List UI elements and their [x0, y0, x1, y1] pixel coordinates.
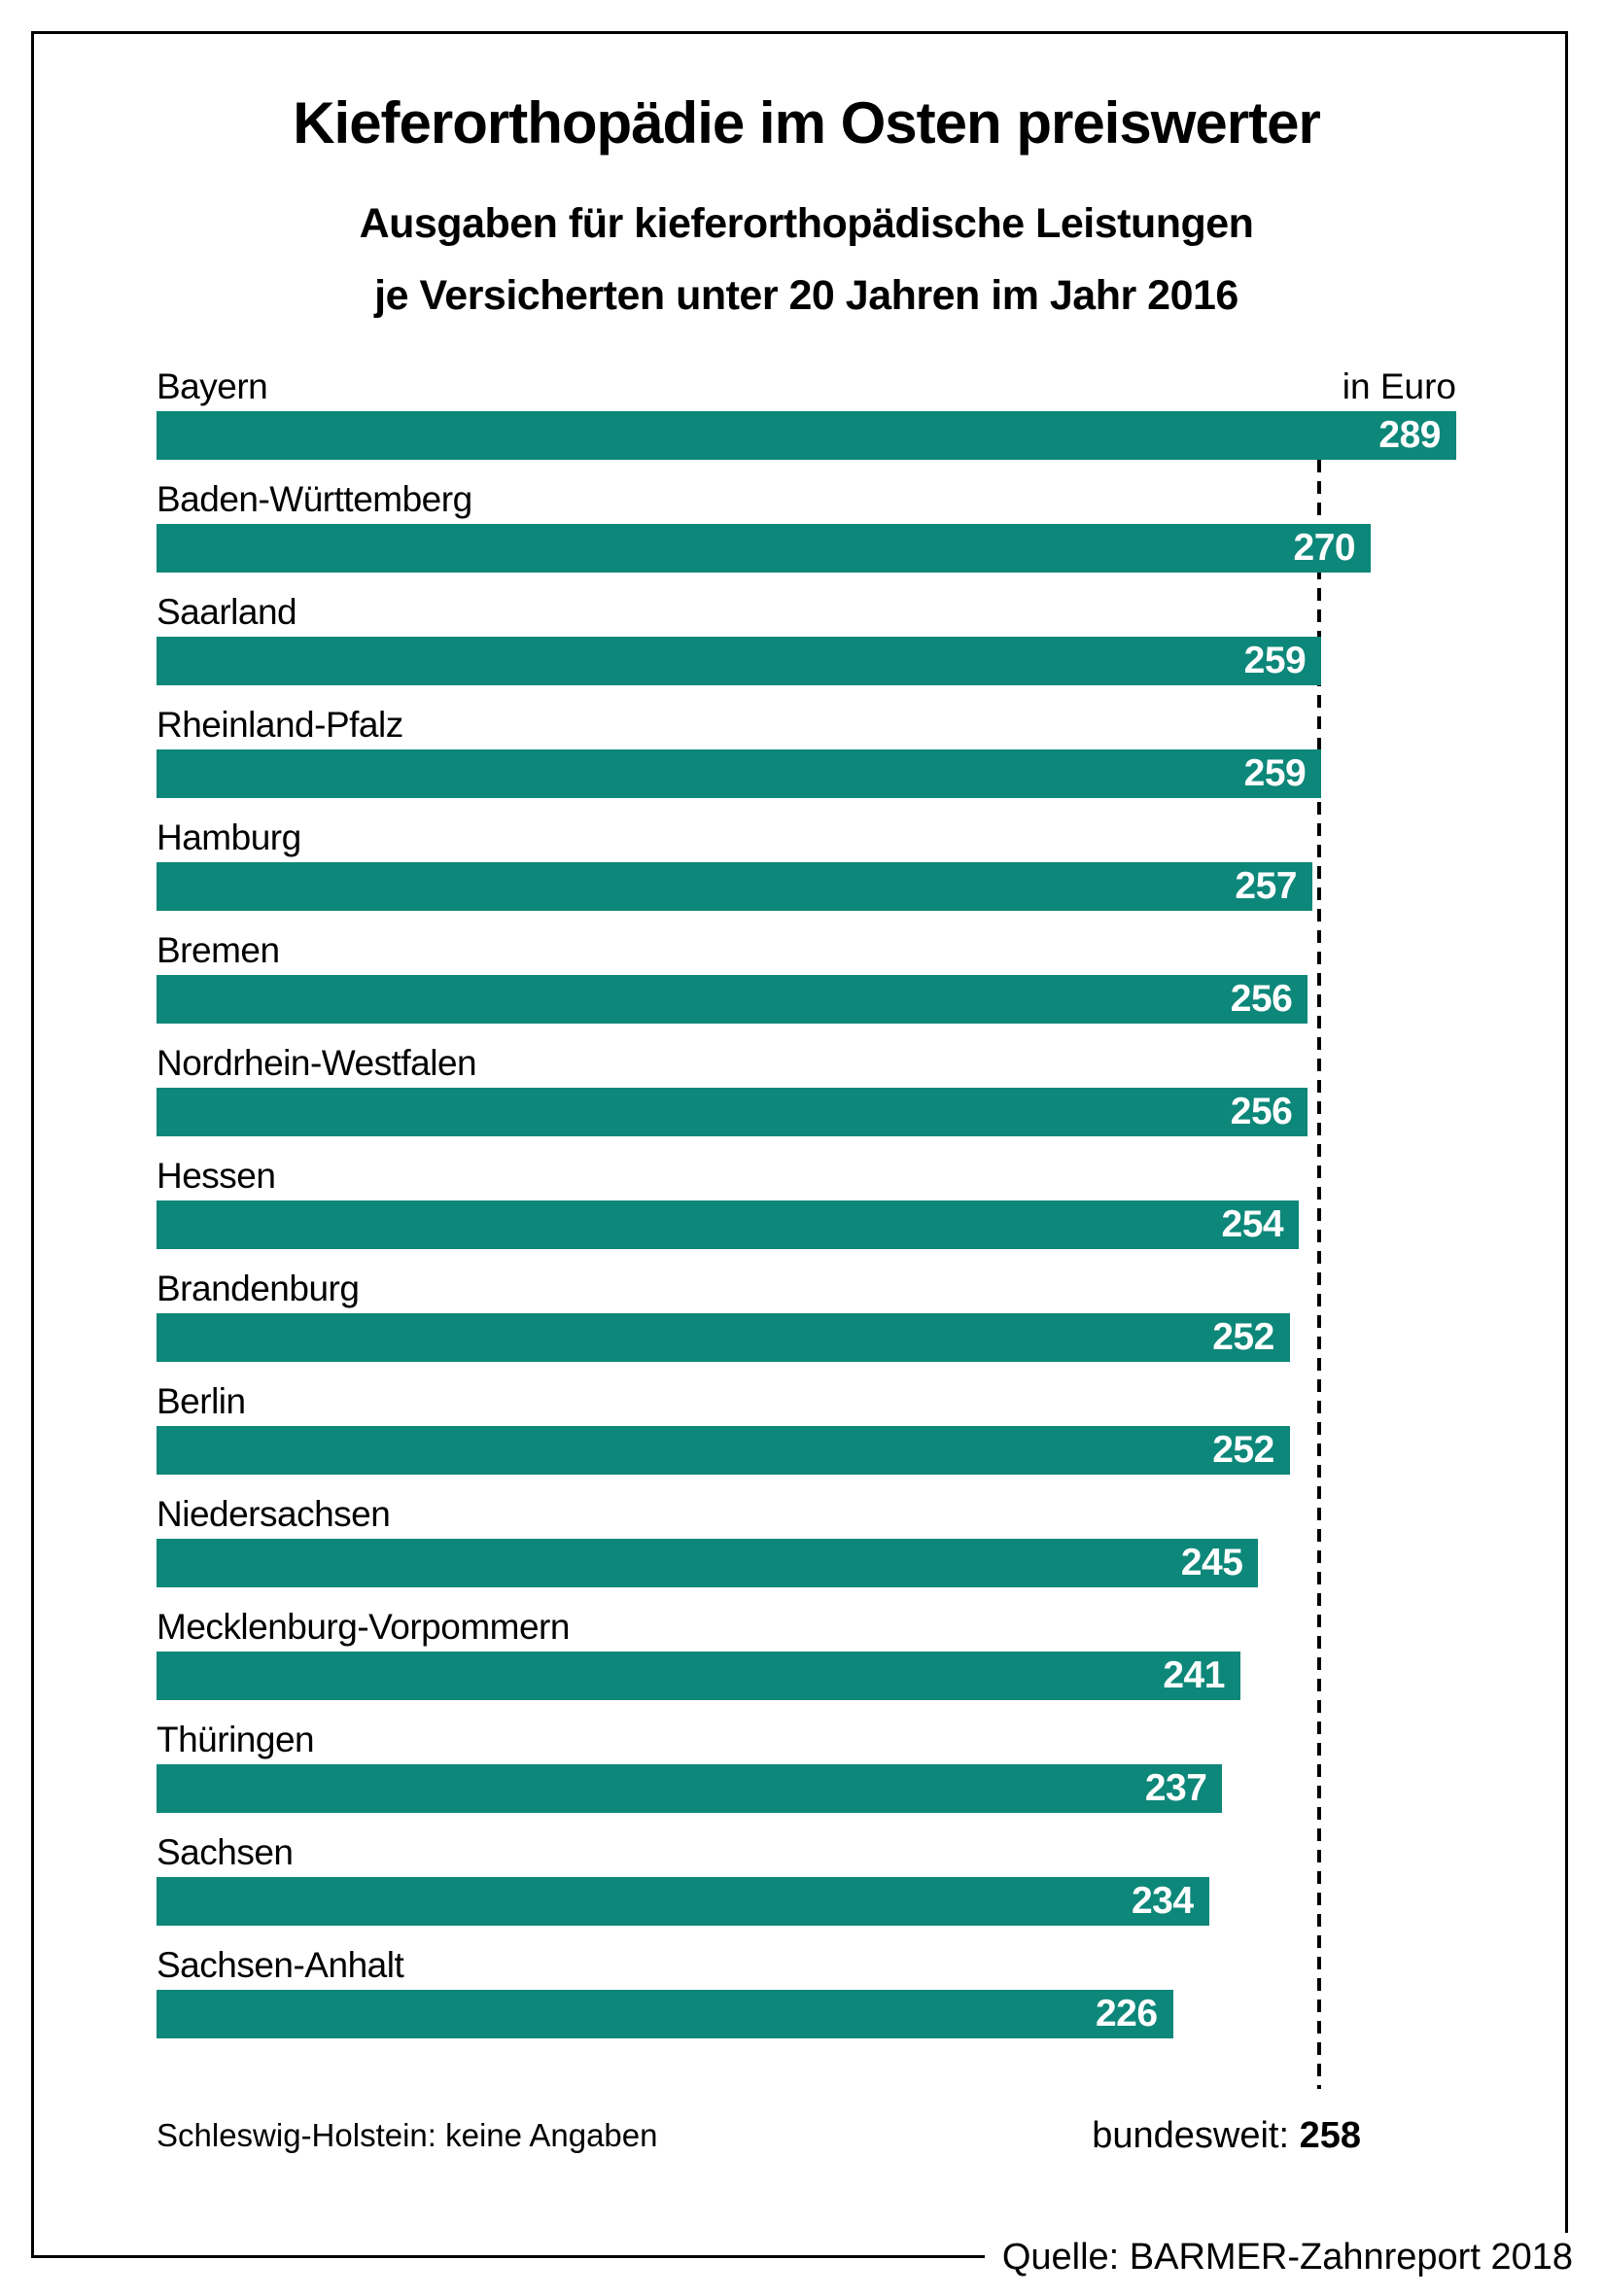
bar-value-label: 257: [1235, 865, 1297, 907]
bar-row: Berlin 252: [157, 1377, 1456, 1475]
state-label: Mecklenburg-Vorpommern: [157, 1607, 570, 1647]
bar-value-label: 234: [1131, 1880, 1194, 1922]
no-data-footnote: Schleswig-Holstein: keine Angaben: [157, 2117, 658, 2153]
state-label: Berlin: [157, 1381, 246, 1421]
bar-value-label: 252: [1212, 1316, 1274, 1358]
value-bar: 252: [157, 1313, 1290, 1362]
value-bar: 270: [157, 524, 1372, 573]
state-label: Sachsen: [157, 1832, 294, 1872]
state-label: Hessen: [157, 1156, 276, 1196]
bar-row: Mecklenburg-Vorpommern 241: [157, 1603, 1456, 1700]
bar-value-label: 289: [1378, 414, 1441, 456]
state-label: Bayern: [157, 366, 268, 406]
value-bar: 252: [157, 1426, 1290, 1475]
chart-footer: Schleswig-Holstein: keine Angaben bundes…: [157, 2112, 1456, 2159]
state-label: Hamburg: [157, 818, 301, 857]
value-bar: 237: [157, 1764, 1223, 1813]
bar-row: Thüringen 237: [157, 1716, 1456, 1813]
bar-value-label: 270: [1293, 527, 1356, 569]
value-bar: 245: [157, 1539, 1259, 1587]
value-bar: 289: [157, 411, 1456, 460]
chart-subtitle-line-2: je Versicherten unter 20 Jahren im Jahr …: [374, 272, 1238, 319]
source-credit: Quelle: BARMER-Zahnreport 2018: [984, 2233, 1575, 2281]
bar-value-label: 245: [1180, 1542, 1243, 1583]
value-bar: 259: [157, 637, 1322, 685]
value-bar: 256: [157, 1088, 1308, 1136]
bar-value-label: 241: [1163, 1654, 1225, 1696]
state-label: Thüringen: [157, 1720, 315, 1759]
state-label: Nordrhein-Westfalen: [157, 1043, 477, 1083]
value-bar: 257: [157, 862, 1312, 911]
bar-value-label: 237: [1144, 1767, 1207, 1809]
state-label: Baden-Württemberg: [157, 479, 472, 519]
value-bar: 234: [157, 1877, 1209, 1926]
bar-row: Bremen 256: [157, 926, 1456, 1024]
bar-row: Niedersachsen 245: [157, 1490, 1456, 1587]
bar-row: Saarland 259: [157, 588, 1456, 685]
bar-rows: Bayern 289 Baden-Württemberg 270 Saarlan…: [157, 363, 1456, 2038]
value-bar: 226: [157, 1990, 1173, 2038]
chart-subtitle: Ausgaben für kieferorthopädische Leistun…: [157, 188, 1456, 331]
bar-value-label: 256: [1230, 978, 1293, 1020]
bar-row: Sachsen 234: [157, 1828, 1456, 1926]
bar-value-label: 254: [1221, 1203, 1284, 1245]
state-label: Saarland: [157, 592, 297, 632]
bar-value-label: 226: [1095, 1993, 1158, 2035]
chart-frame: Kieferorthopädie im Osten preiswerter Au…: [31, 31, 1568, 2258]
bar-row: Rheinland-Pfalz 259: [157, 701, 1456, 798]
bar-row: Baden-Württemberg 270: [157, 475, 1456, 573]
chart-title: Kieferorthopädie im Osten preiswerter: [293, 90, 1321, 156]
state-label: Brandenburg: [157, 1269, 360, 1308]
bar-value-label: 259: [1243, 640, 1307, 681]
bar-value-label: 259: [1243, 752, 1307, 794]
state-label: Rheinland-Pfalz: [157, 705, 403, 745]
bar-row: Bayern 289: [157, 363, 1456, 460]
state-label: Bremen: [157, 930, 280, 970]
chart-subtitle-line-1: Ausgaben für kieferorthopädische Leistun…: [359, 200, 1254, 247]
bar-row: Hamburg 257: [157, 814, 1456, 911]
bar-row: Sachsen-Anhalt 226: [157, 1941, 1456, 2038]
unit-label: in Euro: [1342, 366, 1456, 406]
bar-value-label: 256: [1230, 1091, 1293, 1132]
bar-row: Nordrhein-Westfalen 256: [157, 1039, 1456, 1136]
state-label: Niedersachsen: [157, 1494, 391, 1534]
state-label: Sachsen-Anhalt: [157, 1945, 404, 1985]
bar-row: Hessen 254: [157, 1152, 1456, 1249]
value-bar: 241: [157, 1652, 1240, 1700]
national-average-value: bundesweit: 258: [1092, 2112, 1361, 2159]
national-average-text: bundesweit:: [1092, 2115, 1290, 2156]
national-average-reference-line: [1316, 460, 1321, 2089]
bar-chart: in Euro Bayern 289 Baden-Württemberg 270…: [157, 363, 1456, 2159]
national-average-number: 258: [1299, 2115, 1361, 2156]
bar-row: Brandenburg 252: [157, 1265, 1456, 1362]
bar-value-label: 252: [1212, 1429, 1274, 1471]
value-bar: 256: [157, 975, 1308, 1024]
value-bar: 259: [157, 749, 1322, 798]
value-bar: 254: [157, 1200, 1300, 1249]
